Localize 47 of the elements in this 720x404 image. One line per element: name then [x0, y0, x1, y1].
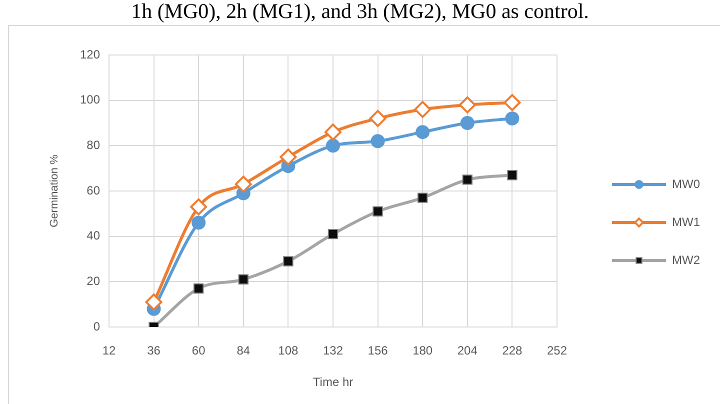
point: [145, 294, 162, 311]
x-tick-label: 204: [457, 344, 478, 358]
x-tick-label: 132: [322, 344, 344, 358]
point: [462, 174, 472, 185]
y-tick-label: 0: [93, 319, 100, 334]
point: [418, 192, 428, 203]
text: 1h (MG0), 2h (MG1), and 3h (MG2), MG0 as control.: [130, 0, 590, 23]
x-tick-label: 36: [147, 344, 161, 358]
x-tick-label: 108: [278, 344, 299, 358]
legend-label: MW2: [672, 252, 700, 267]
point: [372, 206, 383, 216]
point: [324, 124, 342, 141]
point: [238, 274, 248, 284]
x-tick-label: 12: [102, 344, 116, 358]
point: [328, 228, 338, 240]
point: [458, 96, 476, 114]
x-tick-label: 60: [192, 344, 206, 358]
point: [504, 94, 521, 112]
y-tick-label: 80: [86, 138, 100, 152]
x-tick-label: 228: [502, 344, 523, 358]
point: [192, 216, 206, 230]
y-tick-label: 120: [80, 47, 100, 62]
y-axis-title: Germination %: [48, 154, 61, 228]
y-tick-label: 100: [80, 92, 100, 107]
point: [416, 125, 430, 140]
x-axis-title: Time hr: [312, 375, 354, 390]
point: [369, 110, 386, 127]
point: [283, 256, 294, 266]
point: [194, 283, 204, 294]
point: [505, 111, 520, 126]
x-tick-label: 84: [236, 344, 250, 358]
y-tick-label: 40: [86, 228, 100, 243]
point: [370, 134, 385, 148]
point: [326, 138, 340, 153]
point: [414, 100, 432, 118]
point: [507, 170, 518, 180]
y-tick-label: 60: [86, 183, 100, 198]
point: [234, 176, 252, 193]
legend-label: MW0: [672, 176, 700, 191]
point: [460, 116, 474, 130]
x-tick-label: 156: [368, 344, 388, 358]
y-tick-label: 20: [86, 274, 100, 288]
x-tick-label: 180: [412, 344, 433, 358]
point: [190, 198, 208, 216]
x-tick-label: 252: [546, 344, 568, 358]
point: [280, 148, 297, 166]
legend-label: MW1: [672, 214, 700, 229]
